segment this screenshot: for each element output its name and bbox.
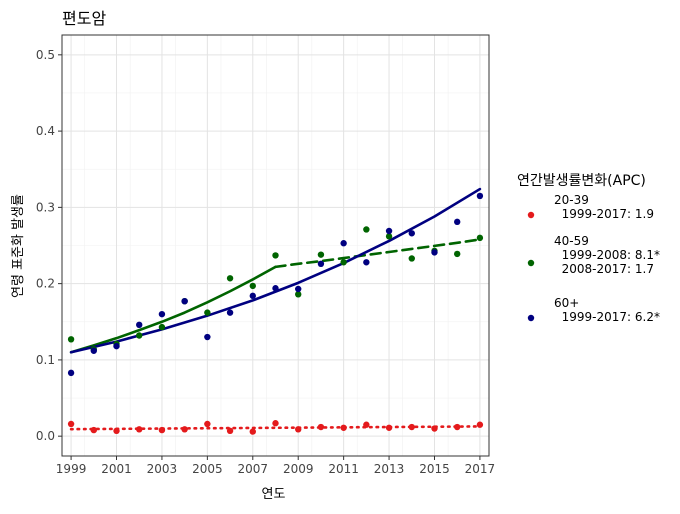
data-point-4059 (249, 282, 256, 290)
x-tick-label: 2005 (192, 462, 223, 476)
data-point-60 (272, 285, 279, 292)
x-tick-label: 2015 (419, 462, 450, 476)
data-point-60 (385, 227, 393, 235)
data-point-4059 (408, 255, 415, 262)
legend-label: 1999-2017: 1.9 (554, 207, 654, 221)
legend-key-4059 (527, 259, 535, 267)
chart-title: 편도암 (62, 9, 106, 28)
data-point-4059 (385, 233, 393, 240)
data-point-4059 (295, 291, 302, 298)
legend-label: 60+ (554, 296, 579, 310)
data-point-60 (431, 249, 438, 256)
legend-key-60 (527, 314, 535, 322)
y-tick-label: 0.5 (36, 48, 55, 62)
data-point-2039 (113, 427, 120, 435)
data-point-4059 (158, 323, 166, 331)
data-point-60 (408, 230, 415, 237)
data-point-60 (295, 285, 302, 293)
data-point-4059 (340, 259, 347, 266)
data-point-60 (249, 292, 256, 300)
data-point-4059 (476, 234, 484, 242)
data-point-4059 (317, 251, 325, 258)
plot-border (61, 34, 490, 457)
data-point-4059 (454, 250, 461, 258)
y-tick-label: 0.3 (36, 200, 55, 214)
legend-label: 1999-2008: 8.1* (554, 248, 660, 262)
data-point-2039 (340, 424, 347, 431)
legend-key-2039 (527, 211, 535, 219)
data-point-2039 (476, 421, 484, 428)
data-point-4059 (136, 332, 143, 339)
y-axis-label: 연령 표준화 발생률 (11, 194, 26, 298)
data-point-60 (113, 342, 120, 350)
legend-label: 20-39 (554, 193, 589, 207)
data-point-60 (454, 218, 461, 226)
data-point-2039 (204, 420, 211, 428)
trend-line-4059-0 (69, 265, 277, 354)
data-point-4059 (363, 226, 370, 233)
data-point-2039 (408, 423, 415, 431)
data-point-60 (226, 309, 234, 316)
x-tick-label: 2011 (328, 462, 359, 476)
legend-title: 연간발생률변화(APC) (517, 173, 646, 189)
data-point-2039 (431, 425, 438, 432)
x-tick-label: 2001 (101, 462, 132, 476)
x-axis-label: 연도 (262, 487, 286, 502)
data-point-4059 (67, 336, 75, 343)
data-point-60 (67, 369, 75, 377)
y-tick-label: 0.1 (36, 353, 55, 367)
legend: 연간발생률변화(APC) 20-39 1999-2017: 1.9 40-59 1… (517, 173, 660, 324)
plot-panel (61, 34, 490, 457)
data-point-2039 (249, 428, 256, 435)
legend-label: 40-59 (554, 234, 589, 248)
legend-label: 1999-2017: 6.2* (554, 310, 660, 324)
y-tick-label: 0.4 (36, 124, 55, 138)
data-point-60 (340, 240, 347, 247)
data-point-4059 (204, 309, 211, 316)
data-point-4059 (226, 275, 234, 282)
data-point-60 (476, 192, 484, 200)
data-point-2039 (226, 427, 234, 435)
data-point-2039 (67, 420, 75, 428)
y-tick-label: 0.0 (36, 429, 55, 443)
data-point-2039 (158, 426, 166, 434)
data-point-2039 (295, 426, 302, 433)
x-tick-label: 1999 (56, 462, 87, 476)
data-point-2039 (454, 423, 461, 431)
data-point-60 (136, 321, 143, 329)
data-point-60 (181, 297, 188, 305)
data-point-60 (363, 259, 370, 266)
data-point-2039 (136, 426, 143, 433)
data-point-60 (317, 260, 325, 268)
data-point-2039 (385, 424, 393, 431)
data-point-60 (90, 347, 97, 354)
x-tick-label: 2013 (374, 462, 405, 476)
data-point-4059 (272, 252, 279, 259)
data-point-60 (158, 310, 166, 318)
trend-line-4059-1 (274, 238, 482, 269)
data-point-2039 (272, 420, 279, 427)
x-tick-label: 2017 (465, 462, 496, 476)
data-point-2039 (181, 426, 188, 433)
data-point-2039 (363, 421, 370, 428)
data-point-60 (204, 333, 211, 341)
legend-label: 2008-2017: 1.7 (554, 262, 654, 276)
data-point-2039 (90, 426, 97, 434)
x-tick-label: 2009 (283, 462, 314, 476)
x-tick-label: 2003 (147, 462, 178, 476)
x-tick-label: 2007 (238, 462, 269, 476)
data-point-2039 (317, 423, 325, 431)
y-tick-label: 0.2 (36, 277, 55, 291)
